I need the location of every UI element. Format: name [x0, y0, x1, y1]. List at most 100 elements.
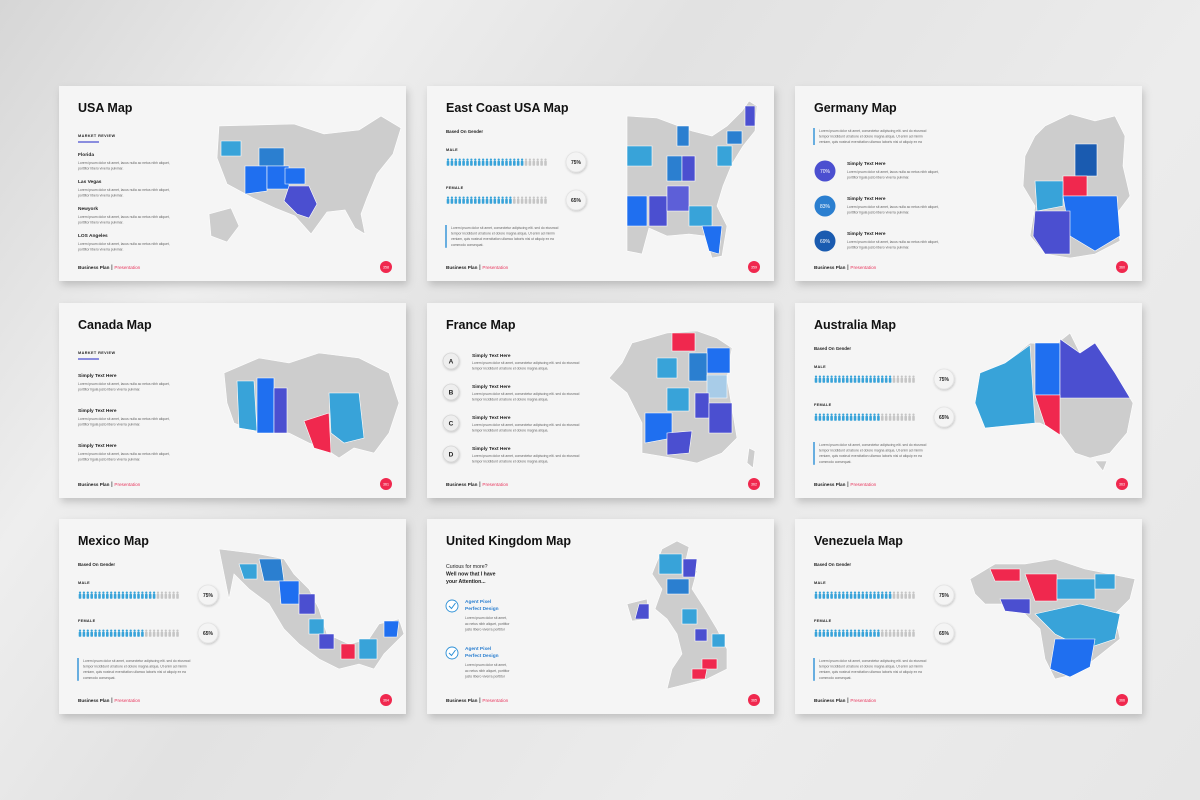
map-region	[989, 568, 1021, 582]
person-icon	[834, 591, 837, 594]
lead-text: Well now that I have	[446, 572, 496, 578]
person-icon	[160, 631, 164, 637]
person-icon	[900, 593, 904, 599]
person-icon	[834, 375, 837, 378]
map-region	[298, 593, 316, 615]
person-icon	[164, 631, 168, 637]
person-icon	[842, 629, 845, 632]
person-icon	[900, 415, 904, 421]
person-icon	[900, 377, 904, 383]
person-icon	[904, 591, 907, 594]
page-number: 364	[383, 698, 389, 702]
person-icon	[129, 591, 132, 594]
person-icon	[478, 196, 481, 199]
map-region	[666, 578, 690, 595]
map-region	[716, 145, 733, 167]
person-icon	[881, 631, 884, 637]
map-region	[1056, 578, 1096, 600]
footer-section: Presentation	[482, 698, 508, 703]
person-icon	[826, 415, 829, 421]
person-icon	[121, 591, 124, 594]
map-region	[220, 140, 242, 157]
subtitle: Based On Gender	[814, 346, 851, 351]
slide: Australia Map Business Plan Presentation 36…	[795, 303, 1142, 498]
person-icon	[521, 158, 524, 161]
footer-section: Presentation	[850, 265, 876, 270]
person-icon	[881, 375, 884, 378]
person-icon	[117, 593, 121, 599]
person-icon	[908, 629, 911, 632]
person-icon	[896, 593, 900, 599]
page-number: 366	[1119, 698, 1125, 702]
map-region	[711, 633, 726, 648]
person-icon	[865, 629, 868, 632]
person-icon	[853, 375, 857, 378]
person-icon	[904, 413, 907, 416]
person-icon	[477, 198, 481, 204]
map-region	[273, 387, 288, 434]
person-icon	[857, 377, 861, 383]
body-text: tempor incididunt ut labore et dolore ma…	[472, 398, 548, 402]
person-icon	[540, 198, 543, 204]
body-text: porttitor ligula justo libero viverra pu…	[78, 423, 140, 427]
person-icon	[845, 415, 849, 421]
letter-badge	[442, 352, 460, 370]
person-icon	[524, 158, 528, 161]
person-icon	[485, 196, 489, 199]
person-icon	[90, 593, 93, 599]
person-icon	[900, 591, 903, 594]
person-icon	[830, 413, 833, 416]
person-icon	[102, 631, 105, 637]
map-region	[383, 620, 400, 638]
body-text: porttitor ligula justo libero viverra pu…	[78, 388, 140, 392]
person-icon	[826, 629, 829, 632]
person-icon	[145, 591, 148, 594]
person-icon	[450, 158, 453, 161]
person-icon	[505, 198, 508, 204]
body-text: veniam, quis nostrud exercitation ullamc…	[819, 140, 922, 144]
person-icon	[814, 591, 818, 594]
person-icon	[838, 375, 841, 378]
body-text: Lorem ipsum dolor sit amet, consectetur …	[472, 454, 580, 458]
item-heading: Simply Text Here	[78, 408, 117, 414]
percent-badge	[933, 622, 955, 644]
person-icon	[857, 591, 860, 594]
body-text: Lorem ipsum dolor sit amet,	[465, 616, 507, 620]
map-region	[318, 633, 335, 650]
person-icon	[814, 375, 818, 378]
item-heading: Simply Text Here	[78, 443, 117, 449]
person-icon	[892, 631, 896, 637]
person-icon	[834, 415, 837, 421]
person-icon	[532, 196, 535, 199]
person-icon	[505, 158, 508, 161]
person-icon	[505, 196, 508, 199]
map-region	[701, 658, 718, 670]
body-text: Lorem ipsum dolor sit amet, consectetur …	[472, 423, 580, 427]
person-icon	[912, 377, 915, 383]
item-heading: Newyork	[78, 206, 98, 212]
person-icon	[524, 198, 528, 204]
percent: 65%	[939, 631, 950, 637]
person-icon	[129, 629, 132, 632]
person-icon	[908, 591, 911, 594]
person-icon	[145, 631, 148, 637]
person-icon	[524, 160, 528, 166]
person-icon	[450, 196, 453, 199]
person-icon	[842, 631, 845, 637]
person-icon	[861, 375, 864, 378]
person-icon	[458, 198, 461, 204]
person-icon	[470, 160, 473, 166]
person-icon	[822, 375, 825, 378]
person-icon	[896, 413, 899, 416]
person-icon	[86, 591, 89, 594]
person-icon	[477, 160, 481, 166]
person-icon	[842, 415, 845, 421]
person-icon	[849, 377, 853, 383]
person-icon	[117, 629, 121, 632]
person-icon	[164, 629, 167, 632]
person-icon	[86, 593, 90, 599]
person-icon	[908, 631, 911, 637]
map-region	[744, 105, 756, 127]
person-icon	[849, 631, 853, 637]
